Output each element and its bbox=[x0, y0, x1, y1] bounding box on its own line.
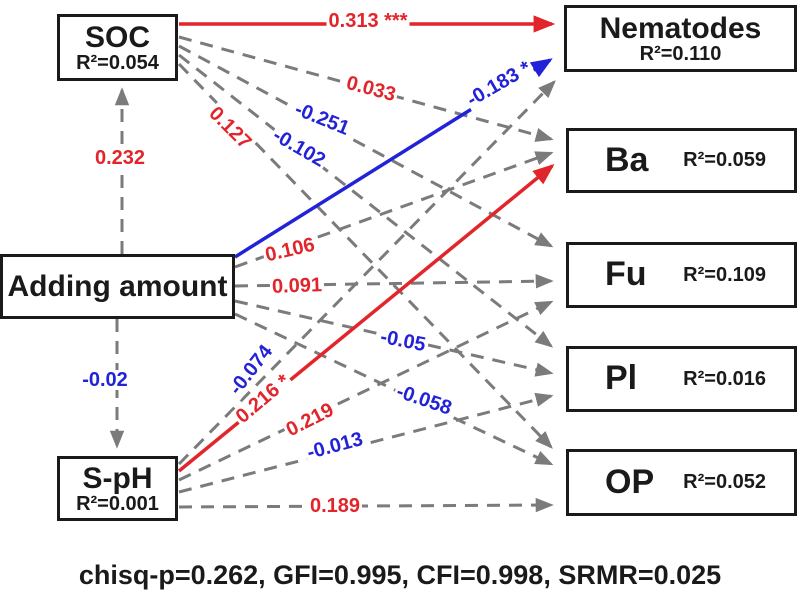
path-sph-to-fu bbox=[178, 300, 554, 482]
path-soc-to-pl bbox=[178, 53, 554, 348]
node-soc-r2: R²=0.054 bbox=[76, 51, 159, 74]
node-nematodes-title: Nematodes bbox=[599, 11, 762, 45]
node-adding-amount-title: Adding amount bbox=[7, 269, 228, 303]
path-sph-to-op bbox=[178, 497, 554, 513]
node-soc-title: SOC bbox=[84, 20, 150, 54]
coef-sph-op: 0.189 bbox=[307, 495, 363, 517]
path-soc-to-fu bbox=[178, 44, 554, 248]
node-op: OP R²=0.052 bbox=[566, 449, 797, 516]
node-pl-title: Pl bbox=[605, 359, 638, 398]
node-fu-r2: R²=0.109 bbox=[683, 263, 766, 286]
path-sph-to-nematodes bbox=[177, 80, 556, 466]
coef-adding-fu: 0.091 bbox=[269, 274, 325, 298]
node-ba-title: Ba bbox=[605, 140, 649, 179]
node-nematodes: Nematodes R²=0.110 bbox=[564, 5, 797, 72]
node-op-r2: R²=0.052 bbox=[683, 471, 766, 494]
node-nematodes-r2: R²=0.110 bbox=[639, 42, 722, 65]
node-sph-title: S-pH bbox=[82, 461, 153, 495]
fit-statistics: chisq-p=0.262, GFI=0.995, CFI=0.998, SRM… bbox=[78, 560, 722, 590]
coef-covariance-adding-soc: 0.232 bbox=[92, 147, 148, 169]
path-adding-to-op bbox=[234, 312, 554, 466]
coef-soc-nematodes: 0.313 *** bbox=[326, 10, 410, 32]
node-soc: SOC R²=0.054 bbox=[57, 14, 178, 81]
node-pl: Pl R²=0.016 bbox=[566, 346, 797, 412]
node-fu-title: Fu bbox=[605, 255, 647, 294]
coef-covariance-adding-sph: -0.02 bbox=[80, 369, 130, 391]
node-fu: Fu R²=0.109 bbox=[566, 242, 797, 308]
path-sph-to-pl bbox=[178, 392, 554, 494]
node-sph-r2: R²=0.001 bbox=[76, 492, 159, 515]
node-pl-r2: R²=0.016 bbox=[683, 367, 766, 390]
node-ba: Ba R²=0.059 bbox=[566, 128, 797, 193]
node-adding-amount: Adding amount bbox=[0, 254, 235, 319]
node-sph: S-pH R²=0.001 bbox=[57, 456, 178, 521]
node-op-title: OP bbox=[605, 462, 655, 501]
node-ba-r2: R²=0.059 bbox=[683, 149, 766, 172]
